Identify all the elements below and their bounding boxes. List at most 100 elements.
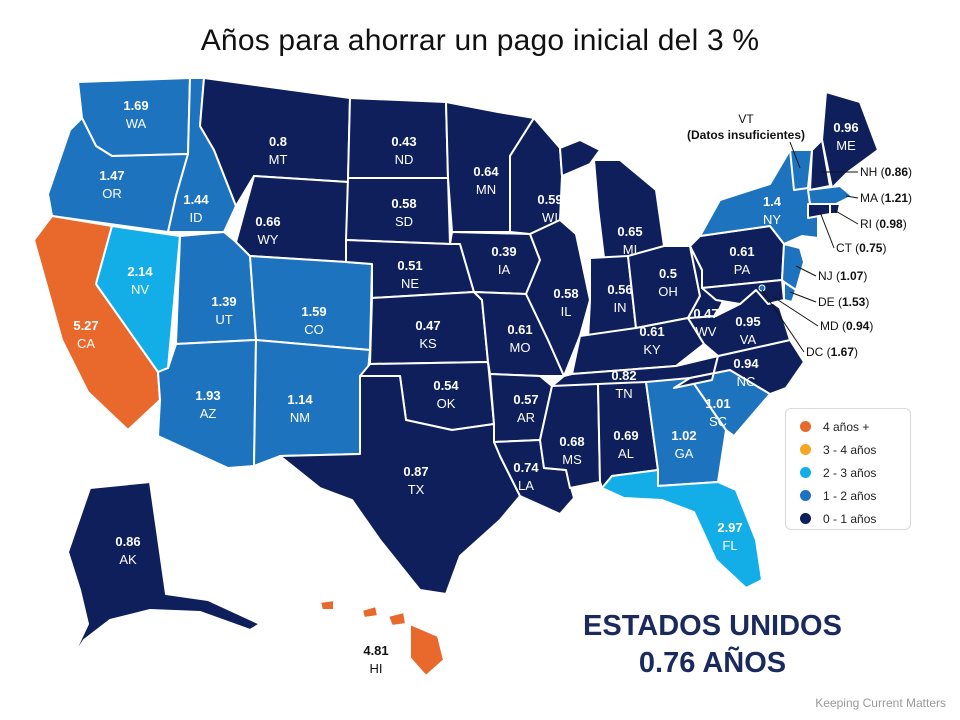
state-value-id: 1.44 bbox=[183, 192, 209, 207]
state-shape-nc bbox=[673, 339, 805, 395]
source-credit: Keeping Current Matters bbox=[815, 696, 946, 710]
state-abbr-ks: KS bbox=[419, 336, 437, 351]
state-value-ga: 1.02 bbox=[671, 428, 696, 443]
state-value-ks: 0.47 bbox=[415, 318, 440, 333]
state-value-az: 1.93 bbox=[195, 388, 220, 403]
state-value-fl: 2.97 bbox=[717, 520, 742, 535]
state-abbr-ia: IA bbox=[498, 262, 511, 277]
state-abbr-ny: NY bbox=[763, 212, 781, 227]
state-abbr-wy: WY bbox=[258, 232, 279, 247]
state-abbr-me: ME bbox=[836, 138, 856, 153]
legend-swatch bbox=[800, 467, 811, 478]
state-value-or: 1.47 bbox=[99, 168, 124, 183]
state-value-hi: 4.81 bbox=[363, 643, 388, 658]
legend-item: 2 - 3 años bbox=[800, 461, 910, 484]
state-shape-hi bbox=[409, 623, 445, 677]
state-shape-il bbox=[525, 219, 591, 377]
leader-line-md bbox=[771, 295, 819, 327]
state-value-me: 0.96 bbox=[833, 120, 858, 135]
state-value-mi: 0.65 bbox=[617, 224, 642, 239]
summary-value: 0.76 AÑOS bbox=[638, 647, 787, 679]
state-value-mt: 0.8 bbox=[269, 134, 287, 149]
state-shape-hi bbox=[319, 599, 335, 611]
state-value-tn: 0.82 bbox=[611, 368, 636, 383]
state-abbr-wv: WV bbox=[696, 324, 717, 339]
state-value-co: 1.59 bbox=[301, 304, 326, 319]
leader-line-ri bbox=[833, 209, 859, 225]
ext-label-nh: NH (0.86) bbox=[860, 165, 912, 179]
state-abbr-mo: MO bbox=[510, 340, 531, 355]
national-summary: ESTADOS UNIDOS 0.76 AÑOS bbox=[560, 608, 865, 682]
state-value-ny: 1.4 bbox=[763, 194, 782, 209]
state-value-il: 0.58 bbox=[553, 286, 578, 301]
state-value-ky: 0.61 bbox=[639, 324, 664, 339]
legend-swatch bbox=[800, 513, 811, 524]
state-value-ar: 0.57 bbox=[513, 392, 538, 407]
state-shape-wi bbox=[509, 117, 563, 235]
legend-label: 3 - 4 años bbox=[823, 442, 877, 457]
state-shape-vt bbox=[789, 149, 813, 191]
legend-label: 4 años + bbox=[823, 419, 870, 434]
state-value-nm: 1.14 bbox=[287, 392, 313, 407]
state-value-sc: 1.01 bbox=[705, 396, 730, 411]
ext-label-dc: DC (1.67) bbox=[806, 345, 858, 359]
map-title: Años para ahorrar un pago inicial del 3 … bbox=[200, 24, 760, 57]
state-shape-hi bbox=[361, 605, 379, 619]
summary-country: ESTADOS UNIDOS bbox=[583, 610, 842, 642]
ext-label-ma: MA (1.21) bbox=[860, 191, 912, 205]
state-value-sd: 0.58 bbox=[391, 196, 416, 211]
state-value-ut: 1.39 bbox=[211, 294, 236, 309]
leader-line-vt bbox=[789, 141, 801, 169]
leader-line-nj bbox=[795, 265, 817, 277]
ext-label-de: DE (1.53) bbox=[818, 295, 869, 309]
state-abbr-ga: GA bbox=[675, 446, 694, 461]
state-shape-az bbox=[157, 339, 257, 469]
state-abbr-hi: HI bbox=[370, 661, 383, 676]
state-abbr-ar: AR bbox=[517, 410, 535, 425]
state-value-nd: 0.43 bbox=[391, 134, 416, 149]
state-abbr-in: IN bbox=[614, 300, 627, 315]
state-abbr-al: AL bbox=[618, 446, 634, 461]
state-abbr-mi: MI bbox=[623, 242, 637, 257]
state-value-va: 0.95 bbox=[735, 314, 760, 329]
state-abbr-wa: WA bbox=[126, 116, 147, 131]
vt-note: (Datos insuficientes) bbox=[687, 128, 805, 142]
legend-swatch bbox=[800, 490, 811, 501]
legend-item: 1 - 2 años bbox=[800, 484, 910, 507]
state-abbr-ak: AK bbox=[119, 552, 137, 567]
ext-label-ct: CT (0.75) bbox=[836, 241, 886, 255]
state-value-ca: 5.27 bbox=[73, 318, 98, 333]
dc-marker bbox=[758, 284, 766, 292]
state-abbr-sc: SC bbox=[709, 414, 727, 429]
state-shape-fl bbox=[601, 469, 763, 589]
state-abbr-ok: OK bbox=[437, 396, 456, 411]
state-shape-hi bbox=[387, 611, 407, 627]
state-value-wa: 1.69 bbox=[123, 98, 148, 113]
state-shape-va bbox=[687, 289, 791, 357]
state-value-al: 0.69 bbox=[613, 428, 638, 443]
legend-swatch bbox=[800, 444, 811, 455]
state-value-la: 0.74 bbox=[513, 460, 539, 475]
state-value-oh: 0.5 bbox=[659, 266, 677, 281]
state-value-pa: 0.61 bbox=[729, 244, 754, 259]
state-value-ia: 0.39 bbox=[491, 244, 516, 259]
state-abbr-ut: UT bbox=[215, 312, 232, 327]
state-abbr-oh: OH bbox=[658, 284, 678, 299]
state-abbr-sd: SD bbox=[395, 214, 413, 229]
state-abbr-tx: TX bbox=[408, 482, 425, 497]
ext-label-vt: VT bbox=[738, 112, 754, 126]
state-value-nc: 0.94 bbox=[733, 356, 759, 371]
legend-label: 1 - 2 años bbox=[823, 488, 877, 503]
state-abbr-id: ID bbox=[190, 210, 203, 225]
state-value-nv: 2.14 bbox=[127, 264, 153, 279]
leader-line-ct bbox=[819, 211, 835, 249]
map-legend: 4 años + 3 - 4 años 2 - 3 años 1 - 2 años 0 … bbox=[785, 408, 911, 530]
state-abbr-az: AZ bbox=[200, 406, 217, 421]
state-value-mn: 0.64 bbox=[473, 164, 499, 179]
state-shape-ct bbox=[807, 203, 831, 219]
state-abbr-tn: TN bbox=[615, 386, 632, 401]
leader-line-de bbox=[789, 291, 817, 303]
state-abbr-wi: WI bbox=[542, 210, 558, 225]
state-value-ok: 0.54 bbox=[433, 378, 459, 393]
